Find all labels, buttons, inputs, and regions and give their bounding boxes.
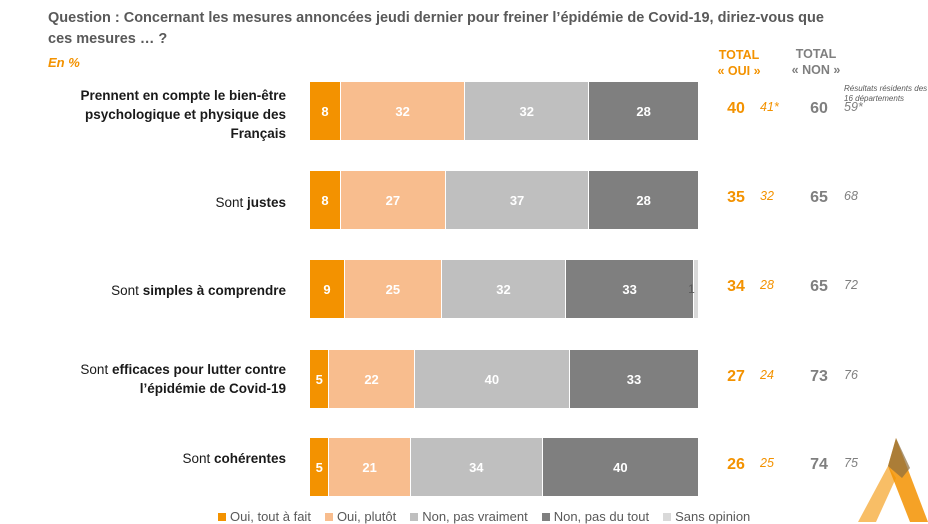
- total-oui-value: 40: [727, 100, 745, 117]
- bar-segment: 9: [310, 260, 345, 318]
- total-oui-value: 34: [727, 278, 745, 295]
- bar-segment: 28: [589, 171, 698, 229]
- row-label-bold: efficaces pour lutter contre l’épidémie …: [111, 362, 286, 396]
- bar-segment: 32: [341, 82, 466, 140]
- total-non-value: 73: [810, 368, 828, 385]
- bar-segment: 25: [344, 260, 442, 318]
- legend-label: Non, pas vraiment: [422, 509, 528, 524]
- bar-segment: 33: [566, 260, 695, 318]
- bar-segment: 27: [341, 171, 446, 229]
- legend-label: Oui, tout à fait: [230, 509, 311, 524]
- row-label-prefix: Sont: [215, 195, 247, 210]
- bar-segment: 5: [310, 438, 330, 496]
- total-non-value: 60: [810, 100, 828, 117]
- total-non-header-line2: « NON »: [791, 63, 841, 77]
- total-oui-header: TOTAL « OUI »: [706, 47, 772, 79]
- residents-non-value: 68: [844, 189, 858, 203]
- legend-swatch: [324, 512, 333, 521]
- bar-segment: 5: [310, 350, 330, 408]
- row-label: Sont cohérentes: [40, 449, 286, 468]
- total-non-value: 65: [810, 278, 828, 295]
- residents-non-value: 72: [844, 278, 858, 292]
- residents-non-value: 76: [844, 368, 858, 382]
- legend-swatch: [218, 512, 226, 521]
- total-oui-header-line2: « OUI »: [717, 64, 761, 78]
- legend-swatch: [663, 512, 672, 521]
- total-non-value: 74: [810, 456, 828, 473]
- bar-segment-value: 1: [688, 282, 695, 296]
- bar-segment: 8: [310, 171, 342, 229]
- row-label-bold: Prennent en compte le bien-être psycholo…: [80, 88, 286, 141]
- residents-oui-value: 24: [760, 368, 774, 382]
- question-title: Question : Concernant les mesures annonc…: [48, 10, 824, 47]
- residents-oui-value: 41*: [760, 100, 779, 114]
- row-label: Sont justes: [40, 193, 286, 212]
- legend-swatch: [410, 512, 419, 521]
- residents-oui-value: 28: [760, 278, 774, 292]
- bar-segment: 21: [329, 438, 411, 496]
- legend-item: Sans opinion: [663, 509, 750, 524]
- bar-segment: 1: [688, 260, 698, 318]
- row-label: Prennent en compte le bien-être psycholo…: [40, 86, 286, 143]
- chart-legend: Oui, tout à fait Oui, plutôt Non, pas vrai…: [218, 509, 750, 524]
- row-label: Sont simples à comprendre: [40, 281, 286, 300]
- residents-note: Résultats résidents des 16 départements: [844, 84, 928, 103]
- residents-non-value: 75: [844, 456, 858, 470]
- legend-item: Oui, plutôt: [324, 509, 397, 524]
- legend-item: Non, pas vraiment: [410, 509, 528, 524]
- stacked-bar: 9 25 32 33 1: [310, 260, 698, 318]
- row-label-prefix: Sont: [182, 451, 214, 466]
- bar-segment: 32: [441, 260, 567, 318]
- bar-segment: 28: [589, 82, 698, 140]
- bar-segment: 37: [445, 171, 590, 229]
- total-non-header: TOTAL « NON »: [783, 46, 849, 78]
- row-label-bold: simples à comprendre: [142, 283, 286, 298]
- bar-segment: 40: [542, 438, 698, 496]
- bar-segment: 22: [329, 350, 415, 408]
- stacked-bar: 8 32 32 28: [310, 82, 698, 140]
- total-oui-header-line1: TOTAL: [718, 48, 760, 62]
- logo-icon: [858, 438, 928, 522]
- total-oui-value: 27: [727, 368, 745, 385]
- bar-segment: 33: [569, 350, 698, 408]
- residents-oui-value: 32: [760, 189, 774, 203]
- row-label-prefix: Sont: [111, 283, 143, 298]
- row-label-bold: justes: [246, 195, 286, 210]
- bar-segment: 8: [310, 82, 342, 140]
- total-oui-value: 35: [727, 189, 745, 206]
- bar-segment: 32: [465, 82, 590, 140]
- row-label: Sont efficaces pour lutter contre l’épid…: [40, 360, 286, 398]
- total-non-value: 65: [810, 189, 828, 206]
- legend-label: Non, pas du tout: [553, 509, 650, 524]
- legend-label: Oui, plutôt: [336, 509, 397, 524]
- total-non-header-line1: TOTAL: [795, 47, 837, 61]
- legend-swatch: [541, 512, 550, 521]
- row-label-prefix: Sont: [80, 362, 112, 377]
- total-oui-value: 26: [727, 456, 745, 473]
- row-label-bold: cohérentes: [213, 451, 286, 466]
- legend-item: Non, pas du tout: [541, 509, 650, 524]
- stacked-bar: 5 21 34 40: [310, 438, 698, 496]
- bar-segment: 40: [414, 350, 570, 408]
- legend-item: Oui, tout à fait: [218, 509, 311, 524]
- residents-oui-value: 25: [760, 456, 774, 470]
- stacked-bar: 5 22 40 33: [310, 350, 698, 408]
- legend-label: Sans opinion: [675, 509, 751, 524]
- bar-segment: 34: [410, 438, 543, 496]
- stacked-bar: 8 27 37 28: [310, 171, 698, 229]
- unit-label: En %: [48, 55, 80, 70]
- residents-non-value: 59*: [844, 100, 863, 114]
